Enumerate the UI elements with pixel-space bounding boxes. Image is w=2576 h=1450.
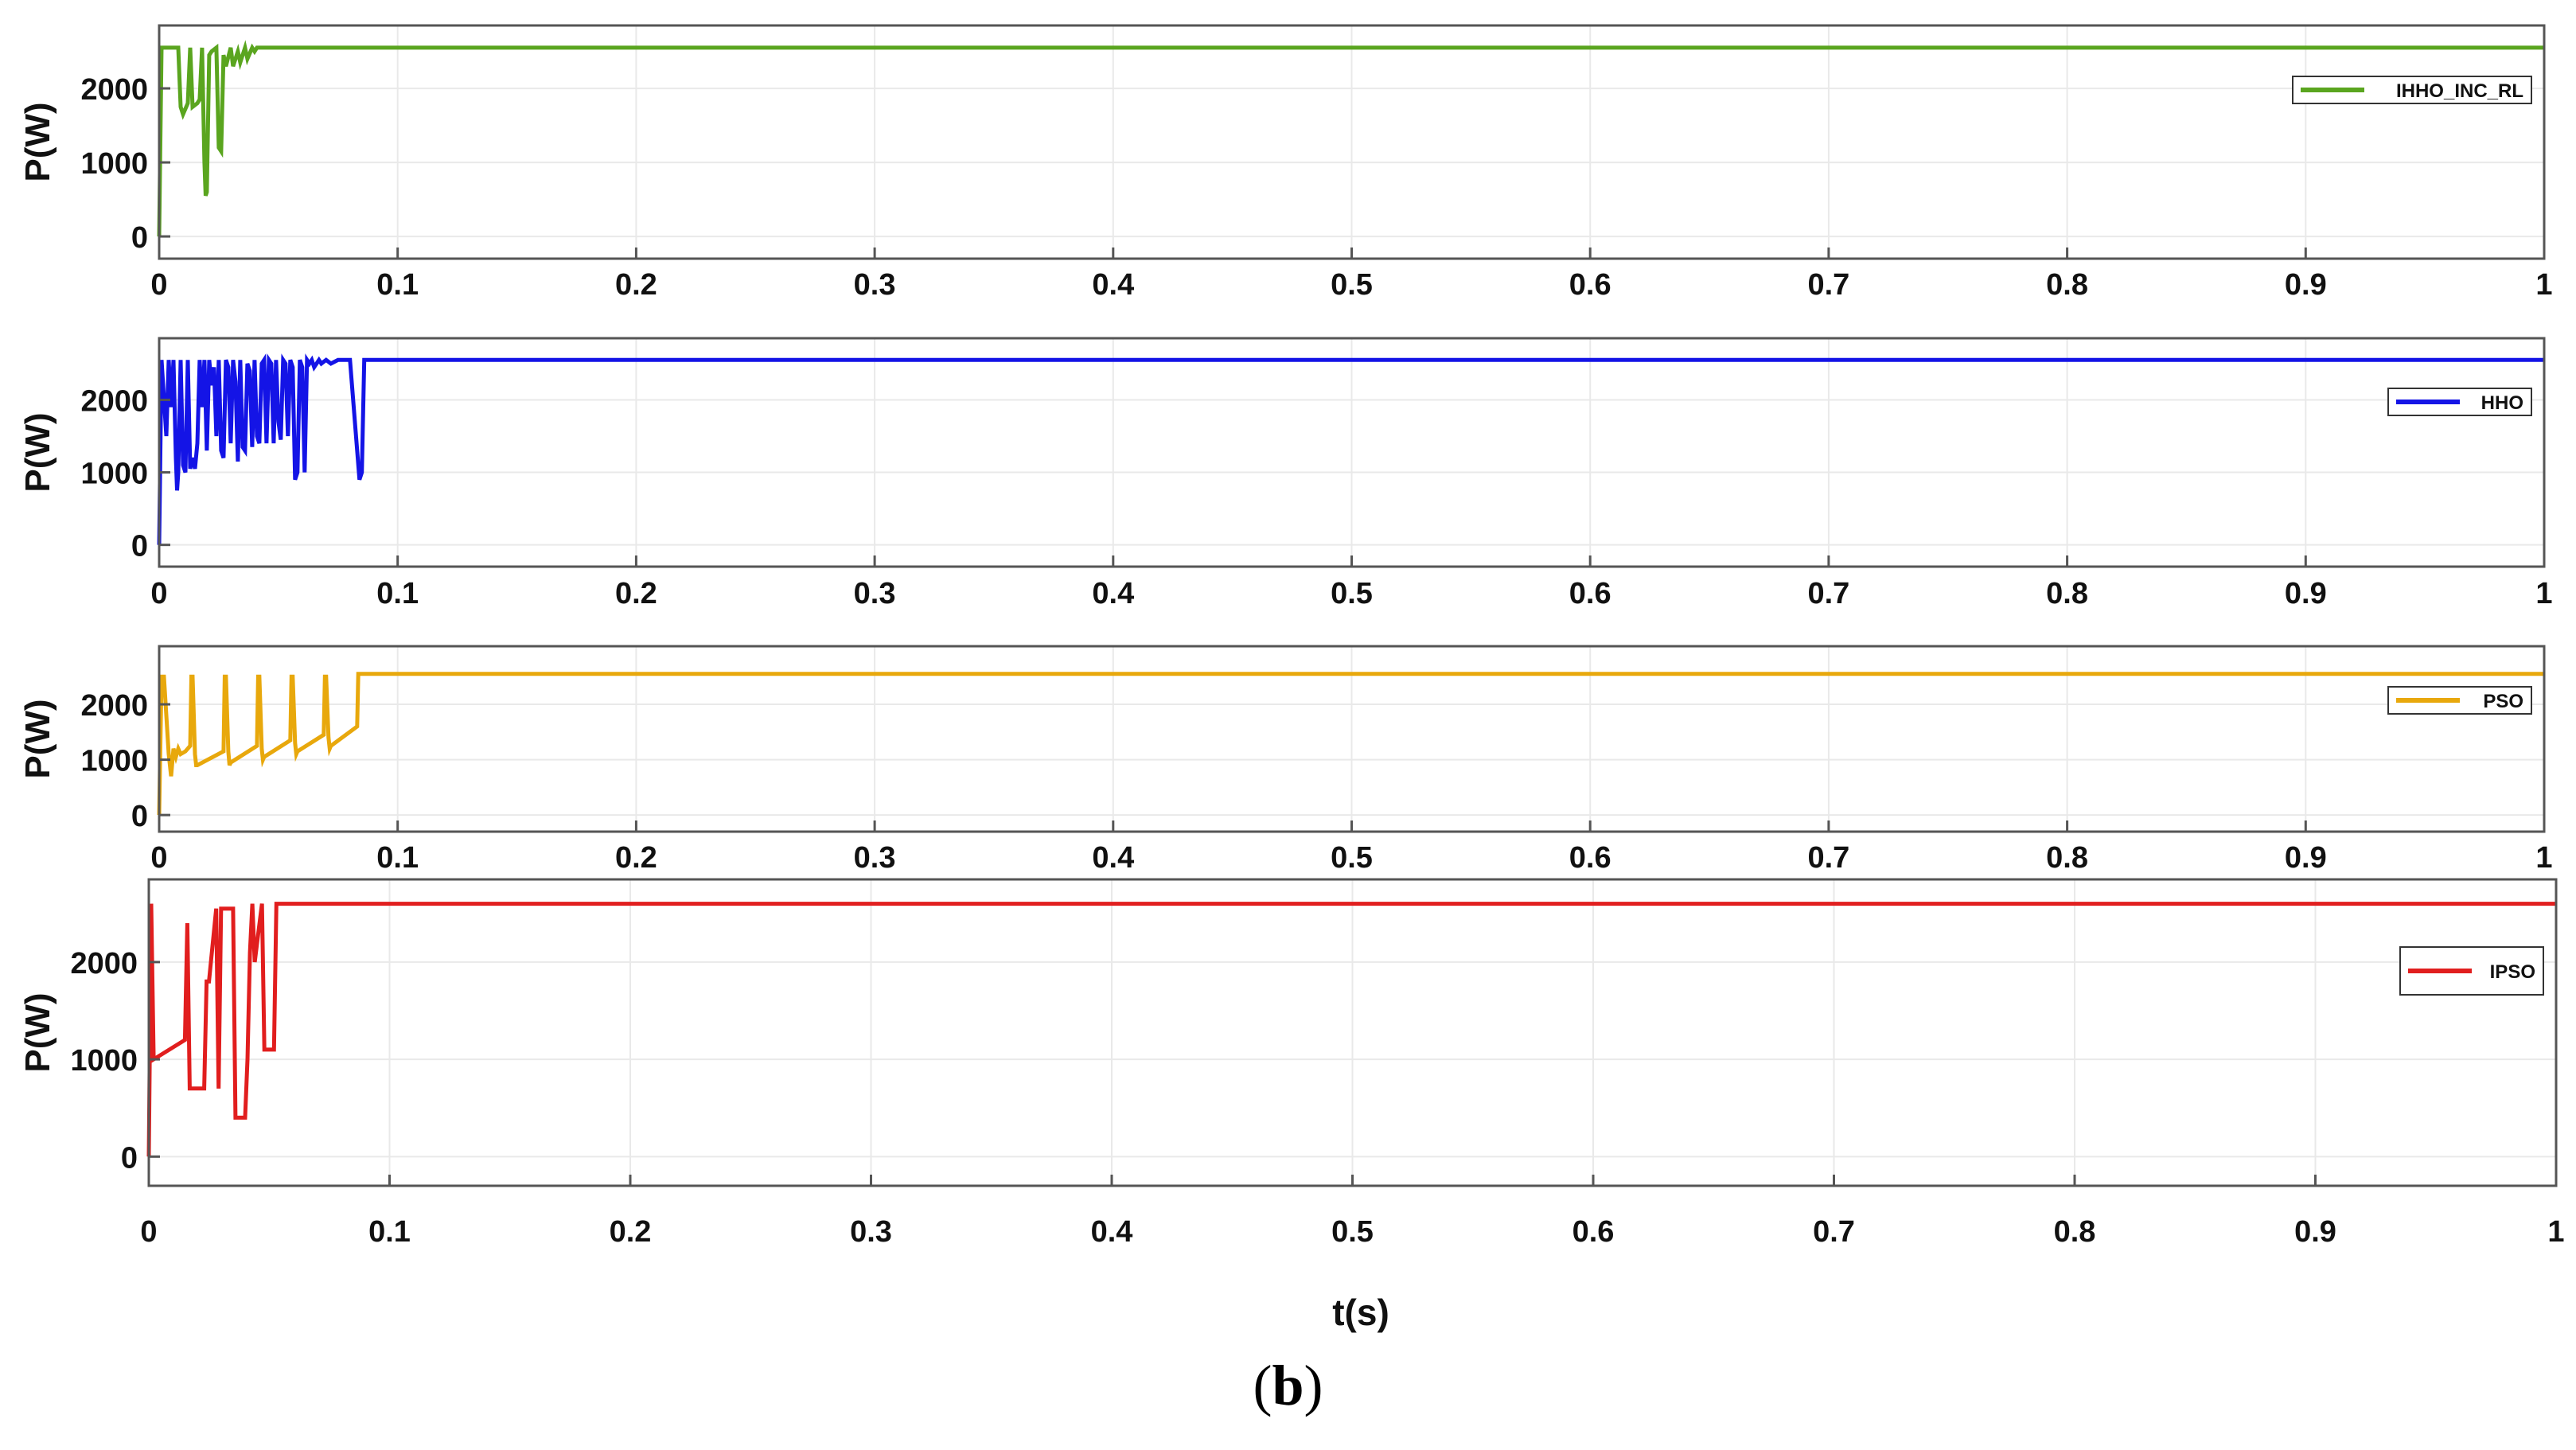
x-tick-label: 0 <box>150 577 167 610</box>
x-tick-label: 0.4 <box>1092 841 1134 875</box>
x-tick-label: 0.1 <box>368 1215 411 1249</box>
y-axis-label: P(W) <box>18 992 57 1072</box>
x-tick-label: 0.8 <box>2046 841 2088 875</box>
x-tick-label: 0.4 <box>1092 577 1134 610</box>
legend: HHO <box>2387 388 2532 416</box>
series-line-ipso <box>146 902 2556 1157</box>
legend: IPSO <box>2399 946 2544 996</box>
caption-letter: b <box>1272 1354 1304 1417</box>
x-tick-label: 0.8 <box>2054 1215 2096 1249</box>
legend-label: PSO <box>2483 691 2523 712</box>
y-tick-label: 0 <box>131 530 148 563</box>
y-axis-label: P(W) <box>18 102 57 181</box>
x-tick-label: 0.9 <box>2285 268 2327 302</box>
x-tick-label: 0.3 <box>850 1215 892 1249</box>
x-tick-label: 0 <box>140 1215 157 1249</box>
x-tick-label: 0.2 <box>615 268 657 302</box>
x-tick-label: 0.5 <box>1331 268 1373 302</box>
y-axis-label: P(W) <box>18 412 57 492</box>
series-line-ihho-inc-rl <box>157 40 2544 237</box>
x-tick-label: 0.4 <box>1092 268 1134 302</box>
figure-caption: (b) <box>0 1353 2576 1419</box>
subplot-4: 0 0.1 0.2 0.3 0.4 0.5 0.6 0.7 0.8 0.9 1 0 1000 2000 P(… <box>18 878 2565 1249</box>
x-tick-label: 0.6 <box>1569 577 1611 610</box>
legend: IHHO_INC_RL <box>2292 76 2532 104</box>
y-tick-label: 0 <box>131 221 148 255</box>
y-axis-label: P(W) <box>18 699 57 778</box>
x-axis-label: t(s) <box>1332 1292 1389 1333</box>
x-tick-label: 0.3 <box>854 268 896 302</box>
x-tick-label: 0.1 <box>376 577 419 610</box>
x-tick-label: 1 <box>2535 841 2552 875</box>
x-tick-label: 0.9 <box>2285 841 2327 875</box>
x-tick-label: 0.6 <box>1569 268 1611 302</box>
x-tick-label: 0 <box>150 841 167 875</box>
series-line-hho <box>157 353 2544 545</box>
x-tick-label: 0.3 <box>854 841 896 875</box>
y-tick-label: 2000 <box>70 947 138 980</box>
x-tick-label: 0.2 <box>615 841 657 875</box>
y-tick-label: 0 <box>121 1141 138 1175</box>
x-tick-label: 0.8 <box>2046 577 2088 610</box>
x-tick-label: 0.5 <box>1331 841 1373 875</box>
x-tick-label: 0.7 <box>1813 1215 1855 1249</box>
x-tick-label: 0.2 <box>615 577 657 610</box>
x-tick-label: 0.6 <box>1569 841 1611 875</box>
subplot-2: 0 0.1 0.2 0.3 0.4 0.5 0.6 0.7 0.8 0.9 1 0 1000 2000 P(… <box>18 337 2553 610</box>
x-tick-label: 0.6 <box>1572 1215 1615 1249</box>
x-tick-label: 0.7 <box>1807 577 1849 610</box>
y-tick-label: 2000 <box>80 73 148 107</box>
x-tick-label: 0.9 <box>2285 577 2327 610</box>
y-tick-label: 2000 <box>80 689 148 723</box>
x-tick-label: 0.4 <box>1091 1215 1133 1249</box>
series-line-pso <box>157 672 2544 816</box>
x-tick-label: 0.5 <box>1331 1215 1374 1249</box>
x-tick-label: 0.1 <box>376 841 419 875</box>
x-tick-label: 0.2 <box>610 1215 652 1249</box>
subplot-3: 0 0.1 0.2 0.3 0.4 0.5 0.6 0.7 0.8 0.9 1 0 1000 2000 P(… <box>18 645 2553 875</box>
x-tick-label: 1 <box>2547 1215 2564 1249</box>
x-tick-label: 0 <box>150 268 167 302</box>
legend-label: HHO <box>2481 392 2523 414</box>
x-tick-label: 0.3 <box>854 577 896 610</box>
caption-close: ) <box>1304 1354 1323 1417</box>
y-tick-label: 1000 <box>70 1044 138 1078</box>
y-tick-label: 2000 <box>80 384 148 418</box>
y-tick-label: 1000 <box>80 458 148 491</box>
x-tick-label: 0.5 <box>1331 577 1373 610</box>
x-tick-label: 0.1 <box>376 268 419 302</box>
x-tick-label: 0.7 <box>1807 268 1849 302</box>
legend-label: IPSO <box>2490 961 2535 983</box>
x-tick-label: 1 <box>2535 577 2552 610</box>
caption-open: ( <box>1253 1354 1272 1417</box>
legend: PSO <box>2387 686 2532 715</box>
x-tick-label: 1 <box>2535 268 2552 302</box>
x-tick-label: 0.9 <box>2294 1215 2336 1249</box>
x-tick-label: 0.7 <box>1807 841 1849 875</box>
x-tick-label: 0.8 <box>2046 268 2088 302</box>
y-tick-label: 1000 <box>80 147 148 181</box>
y-tick-label: 0 <box>131 800 148 833</box>
subplot-1: 0 0.1 0.2 0.3 0.4 0.5 0.6 0.7 0.8 0.9 1 0 1000 2000 P(… <box>18 24 2553 302</box>
legend-label: IHHO_INC_RL <box>2396 80 2523 102</box>
y-tick-label: 1000 <box>80 745 148 778</box>
